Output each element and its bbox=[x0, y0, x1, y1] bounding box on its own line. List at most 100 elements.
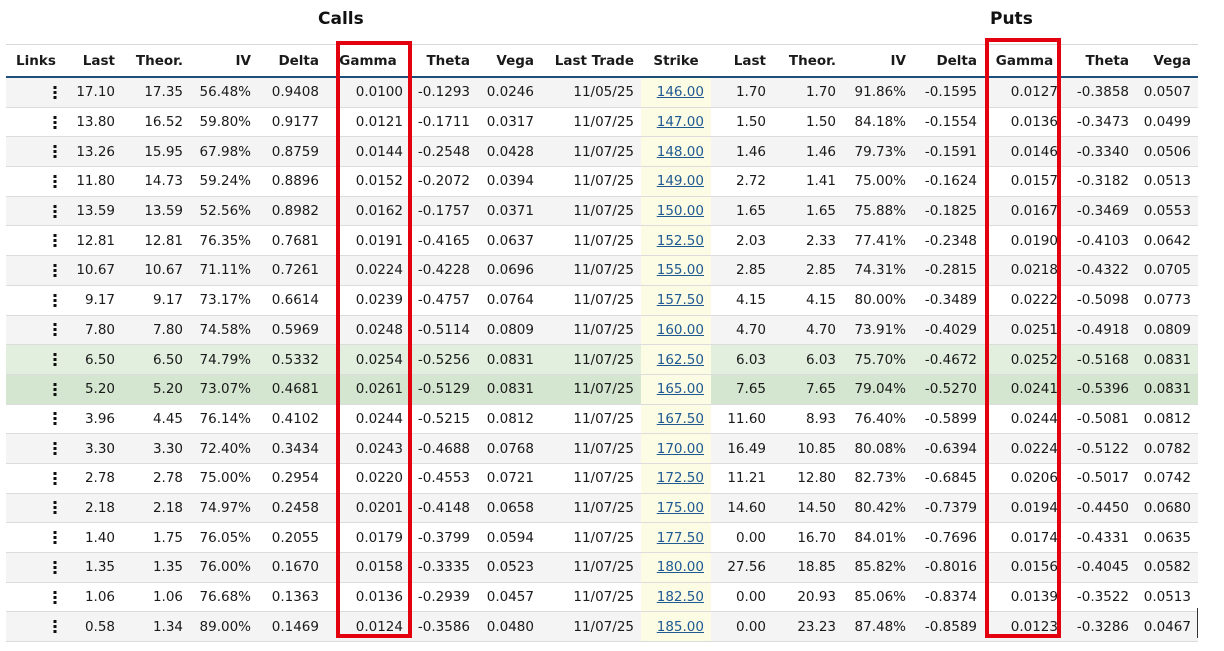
vertical-dots-icon[interactable] bbox=[53, 620, 57, 634]
col-header-call-theor[interactable]: Theor. bbox=[122, 44, 190, 78]
vertical-dots-icon[interactable] bbox=[53, 85, 57, 99]
vertical-dots-icon[interactable] bbox=[53, 323, 57, 337]
vertical-dots-icon[interactable] bbox=[53, 531, 57, 545]
call-last-cell: 2.18 bbox=[64, 493, 122, 524]
call-theor-cell: 1.35 bbox=[122, 552, 190, 583]
strike-cell: 162.50 bbox=[641, 344, 711, 375]
col-header-put-theta[interactable]: Theta bbox=[1065, 44, 1136, 78]
call-iv-cell: 67.98% bbox=[190, 136, 258, 168]
col-header-put-iv[interactable]: IV bbox=[843, 44, 913, 78]
strike-link[interactable]: 150.00 bbox=[656, 203, 704, 220]
put-theor-cell: 1.46 bbox=[773, 136, 843, 168]
put-delta-cell: -0.8589 bbox=[913, 611, 984, 643]
col-header-call-last[interactable]: Last bbox=[64, 44, 122, 78]
strike-link[interactable]: 152.50 bbox=[656, 232, 704, 249]
vertical-dots-icon[interactable] bbox=[53, 442, 57, 456]
call-vega-cell: 0.0480 bbox=[477, 611, 541, 643]
column-header-row: Links Last Theor. IV Delta Gamma Theta V… bbox=[6, 44, 1198, 78]
strike-link[interactable]: 167.50 bbox=[656, 410, 704, 427]
puts-group-label: Puts bbox=[990, 9, 1033, 29]
call-last-trade-cell: 11/07/25 bbox=[541, 463, 641, 494]
call-iv-cell: 59.24% bbox=[190, 166, 258, 197]
col-header-last-trade[interactable]: Last Trade bbox=[541, 44, 641, 78]
col-header-call-delta[interactable]: Delta bbox=[258, 44, 326, 78]
put-theta-cell: -0.5017 bbox=[1065, 463, 1136, 494]
col-header-call-theta[interactable]: Theta bbox=[410, 44, 477, 78]
strike-link[interactable]: 148.00 bbox=[656, 143, 704, 160]
vertical-dots-icon[interactable] bbox=[53, 234, 57, 248]
strike-link[interactable]: 185.00 bbox=[656, 618, 704, 635]
put-theta-cell: -0.4045 bbox=[1065, 552, 1136, 583]
vertical-dots-icon[interactable] bbox=[53, 263, 57, 277]
strike-link[interactable]: 149.00 bbox=[656, 173, 704, 190]
col-header-put-gamma[interactable]: Gamma bbox=[984, 44, 1065, 78]
col-header-call-vega[interactable]: Vega bbox=[477, 44, 541, 78]
strike-link[interactable]: 165.00 bbox=[656, 381, 704, 398]
vertical-dots-icon[interactable] bbox=[53, 174, 57, 188]
call-last-cell: 13.26 bbox=[64, 136, 122, 168]
vertical-dots-icon[interactable] bbox=[53, 590, 57, 604]
put-delta-cell: -0.7696 bbox=[913, 522, 984, 553]
col-header-put-vega[interactable]: Vega bbox=[1136, 44, 1198, 78]
col-header-put-theor[interactable]: Theor. bbox=[773, 44, 843, 78]
strike-link[interactable]: 180.00 bbox=[656, 559, 704, 576]
put-gamma-cell: 0.0156 bbox=[984, 552, 1065, 583]
put-gamma-cell: 0.0241 bbox=[984, 374, 1065, 405]
put-iv-cell: 85.82% bbox=[843, 552, 913, 583]
put-theor-cell: 20.93 bbox=[773, 582, 843, 613]
call-theor-cell: 17.35 bbox=[122, 77, 190, 108]
col-header-put-last[interactable]: Last bbox=[711, 44, 773, 78]
call-vega-cell: 0.0831 bbox=[477, 374, 541, 405]
vertical-dots-icon[interactable] bbox=[53, 382, 57, 396]
put-theta-cell: -0.5098 bbox=[1065, 285, 1136, 316]
call-theor-cell: 4.45 bbox=[122, 404, 190, 435]
call-vega-cell: 0.0809 bbox=[477, 315, 541, 346]
call-last-cell: 3.30 bbox=[64, 433, 122, 464]
call-theor-cell: 10.67 bbox=[122, 255, 190, 286]
vertical-dots-icon[interactable] bbox=[53, 204, 57, 218]
call-last-trade-cell: 11/07/25 bbox=[541, 344, 641, 375]
vertical-dots-icon[interactable] bbox=[53, 293, 57, 307]
col-header-links[interactable]: Links bbox=[6, 44, 64, 78]
put-theta-cell: -0.4322 bbox=[1065, 255, 1136, 286]
put-last-cell: 2.72 bbox=[711, 166, 773, 197]
put-iv-cell: 75.00% bbox=[843, 166, 913, 197]
put-gamma-cell: 0.0206 bbox=[984, 463, 1065, 494]
vertical-dots-icon[interactable] bbox=[53, 115, 57, 129]
strike-link[interactable]: 162.50 bbox=[656, 351, 704, 368]
strike-link[interactable]: 177.50 bbox=[656, 529, 704, 546]
put-last-cell: 11.21 bbox=[711, 463, 773, 494]
put-delta-cell: -0.3489 bbox=[913, 285, 984, 316]
vertical-dots-icon[interactable] bbox=[53, 412, 57, 426]
call-last-trade-cell: 11/07/25 bbox=[541, 611, 641, 643]
strike-link[interactable]: 175.00 bbox=[656, 499, 704, 516]
strike-link[interactable]: 155.00 bbox=[656, 262, 704, 279]
vertical-dots-icon[interactable] bbox=[53, 353, 57, 367]
call-last-cell: 7.80 bbox=[64, 315, 122, 346]
strike-link[interactable]: 157.50 bbox=[656, 292, 704, 309]
strike-link[interactable]: 172.50 bbox=[656, 470, 704, 487]
put-theta-cell: -0.4918 bbox=[1065, 315, 1136, 346]
put-last-cell: 14.60 bbox=[711, 493, 773, 524]
call-delta-cell: 0.1363 bbox=[258, 582, 326, 613]
vertical-dots-icon[interactable] bbox=[53, 145, 57, 159]
vertical-dots-icon[interactable] bbox=[53, 560, 57, 574]
strike-link[interactable]: 170.00 bbox=[656, 440, 704, 457]
put-vega-cell: 0.0499 bbox=[1136, 107, 1198, 138]
put-gamma-cell: 0.0174 bbox=[984, 522, 1065, 553]
strike-link[interactable]: 182.50 bbox=[656, 589, 704, 606]
strike-link[interactable]: 147.00 bbox=[656, 114, 704, 131]
vertical-dots-icon[interactable] bbox=[53, 501, 57, 515]
call-theor-cell: 5.20 bbox=[122, 374, 190, 405]
strike-link[interactable]: 146.00 bbox=[656, 84, 704, 101]
call-last-cell: 1.35 bbox=[64, 552, 122, 583]
col-header-strike[interactable]: Strike bbox=[641, 44, 711, 78]
strike-link[interactable]: 160.00 bbox=[656, 321, 704, 338]
col-header-call-iv[interactable]: IV bbox=[190, 44, 258, 78]
put-theta-cell: -0.3522 bbox=[1065, 582, 1136, 613]
call-last-trade-cell: 11/07/25 bbox=[541, 404, 641, 435]
col-header-call-gamma[interactable]: Gamma bbox=[326, 44, 410, 78]
put-gamma-cell: 0.0127 bbox=[984, 77, 1065, 108]
vertical-dots-icon[interactable] bbox=[53, 471, 57, 485]
col-header-put-delta[interactable]: Delta bbox=[913, 44, 984, 78]
